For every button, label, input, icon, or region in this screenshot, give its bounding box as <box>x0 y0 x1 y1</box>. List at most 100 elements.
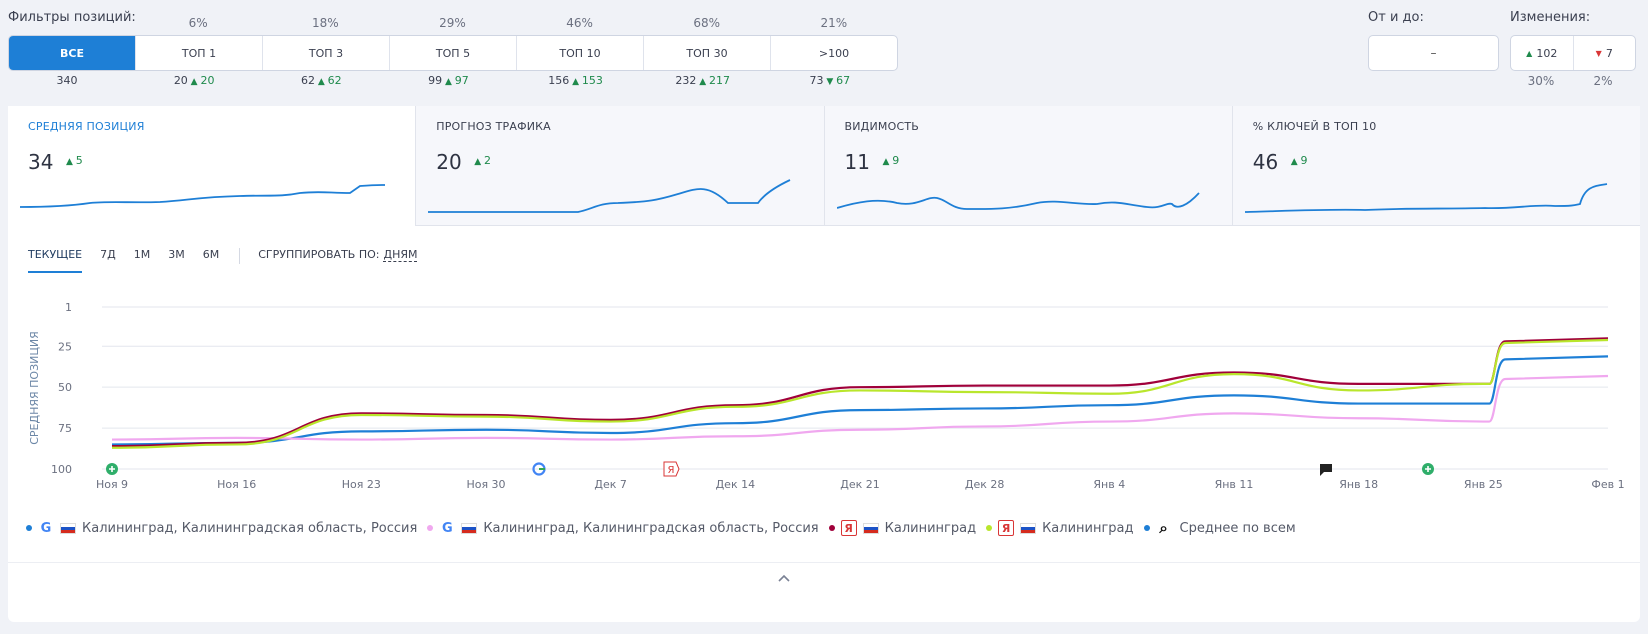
legend-dot <box>1143 525 1150 531</box>
google-icon: G <box>40 520 52 536</box>
kpi-value: 34 <box>28 150 54 174</box>
kpi-delta: ▲ 9 <box>1291 154 1308 167</box>
filter-count: 73 ▼ 67 <box>767 74 893 87</box>
filter-count: 20 ▲ 20 <box>131 74 257 87</box>
plus-marker-icon[interactable] <box>106 463 118 475</box>
filter-percent: 46% <box>566 16 593 30</box>
russia-flag-icon <box>461 522 478 534</box>
sparkline-path <box>836 192 1200 210</box>
changes-down-button[interactable]: ▼ 7 <box>1572 36 1636 70</box>
kpi-title: ВИДИМОСТЬ <box>844 120 919 133</box>
kpi-value: 46 <box>1252 150 1279 174</box>
filter-segment-5[interactable]: ТОП 30 <box>643 36 770 70</box>
filter-segment-4[interactable]: ТОП 10 <box>516 36 643 70</box>
series-line-yandex-mobile[interactable] <box>111 338 1609 449</box>
series-line-yandex[interactable] <box>111 337 1609 448</box>
legend-item-google-mobile[interactable]: G Калининград, Калининградская область, Р… <box>427 520 819 536</box>
series-line-google[interactable] <box>111 355 1609 446</box>
yandex-mobile-icon: Я <box>998 520 1015 536</box>
legend-dot <box>828 525 835 531</box>
x-tick-label: Фев 1 <box>1591 478 1624 491</box>
yandex-marker-icon[interactable]: Я <box>663 461 680 477</box>
groupby-selector[interactable]: СГРУППИРОВАТЬ ПО: ДНЯМ <box>258 248 418 262</box>
changes-up-button[interactable]: ▲ 102 <box>1511 36 1573 70</box>
filter-segment-1[interactable]: ТОП 1 <box>135 36 262 70</box>
filter-segment-0[interactable]: ВСЕ <box>9 36 135 70</box>
legend-label: Калининград <box>1042 520 1134 536</box>
changes-title: Изменения: <box>1510 10 1591 25</box>
yandex-icon: Я <box>840 520 857 536</box>
filter-segment-3[interactable]: ТОП 5 <box>389 36 516 70</box>
plus-marker-icon[interactable] <box>1422 463 1434 475</box>
kpi-card-3[interactable]: % КЛЮЧЕЙ В ТОП 10 46 ▲ 9 <box>1231 106 1640 226</box>
filter-count: 232 ▲ 217 <box>640 74 766 87</box>
y-tick-label: 50 <box>58 381 72 394</box>
legend-item-yandex-mobile[interactable]: Я Калининград <box>986 520 1134 536</box>
x-tick-label: Дек 14 <box>716 478 756 491</box>
legend-dot <box>427 525 434 531</box>
kpi-card-2[interactable]: ВИДИМОСТЬ 11 ▲ 9 <box>823 106 1232 226</box>
y-tick-label: 25 <box>58 340 72 353</box>
filter-percent: 6% <box>188 16 208 30</box>
arrow-up-icon: ▲ <box>1526 48 1533 58</box>
groupby-value[interactable]: ДНЯМ <box>383 248 418 262</box>
filter-percent: 29% <box>439 16 466 30</box>
filter-count-delta: 97 <box>454 74 469 87</box>
chevron-up-icon[interactable] <box>774 568 794 588</box>
position-line-chart: СРЕДНЯЯ ПОЗИЦИЯ 1 25 50 75 100 Ноя 9 Ноя 16 Ноя … <box>28 301 1625 491</box>
legend-item-yandex[interactable]: Я Калининград <box>828 520 977 536</box>
legend-label: Калининград, Калининградская область, Ро… <box>483 520 819 536</box>
period-tabs: ТЕКУЩЕЕ 7Д 1М 3М 6М СГРУППИРОВАТЬ ПО: ДНЯМ <box>28 248 418 276</box>
filter-count-total: 73 <box>809 74 824 87</box>
x-tick-label: Ноя 23 <box>342 478 381 491</box>
x-tick-label: Янв 18 <box>1339 478 1378 491</box>
legend-label: Калининград <box>884 520 977 536</box>
arrow-down-icon: ▼ <box>823 77 837 87</box>
changes-up-value: 102 <box>1536 46 1558 60</box>
kpi-card-1[interactable]: ПРОГНОЗ ТРАФИКА 20 ▲ 2 <box>415 106 824 226</box>
tab-1М[interactable]: 1М <box>133 248 151 261</box>
comment-marker-icon[interactable] <box>1320 464 1332 476</box>
x-tick-label: Янв 11 <box>1215 478 1254 491</box>
russia-flag-icon <box>1020 522 1037 534</box>
x-tick-label: Янв 4 <box>1093 478 1125 491</box>
kpi-value: 11 <box>844 150 870 174</box>
x-tick-label: Ноя 16 <box>217 478 256 491</box>
x-tick-label: Ноя 9 <box>96 478 128 491</box>
changes-down-percent: 2% <box>1593 74 1613 88</box>
tab-separator <box>239 248 241 264</box>
sparkline-path <box>428 179 791 213</box>
filter-count-delta: 62 <box>327 74 342 87</box>
kpi-delta-value: 9 <box>1300 154 1308 167</box>
changes-up-percent: 30% <box>1527 74 1555 88</box>
arrow-up-icon: ▲ <box>442 77 455 87</box>
x-tick-label: Дек 7 <box>594 478 627 491</box>
x-tick-label: Дек 28 <box>965 478 1005 491</box>
legend-label: Среднее по всем <box>1179 520 1296 536</box>
arrow-up-icon: ▲ <box>882 157 893 167</box>
series-line-google-mobile[interactable] <box>111 374 1609 441</box>
x-tick-label: Ноя 30 <box>466 478 505 491</box>
filter-percent: 21% <box>820 16 848 30</box>
kpi-delta: ▲ 9 <box>883 154 900 167</box>
kpi-title: СРЕДНЯЯ ПОЗИЦИЯ <box>28 120 145 133</box>
kpi-title: % КЛЮЧЕЙ В ТОП 10 <box>1252 120 1377 133</box>
legend-item-search[interactable]: ⌕ Среднее по всем <box>1143 519 1296 537</box>
google-marker-icon[interactable] <box>532 462 546 476</box>
tab-6М[interactable]: 6М <box>202 248 220 261</box>
arrow-down-icon: ▼ <box>1595 48 1602 58</box>
filter-segment-2[interactable]: ТОП 3 <box>262 36 389 70</box>
filter-count-total: 62 <box>300 74 315 87</box>
sparkline-path <box>20 184 386 208</box>
legend-item-google[interactable]: G Калининград, Калининградская область, Р… <box>26 520 417 536</box>
kpi-sparkline <box>428 179 791 213</box>
tab-ТЕКУЩЕЕ[interactable]: ТЕКУЩЕЕ <box>28 248 83 273</box>
filter-segment-6[interactable]: >100 <box>770 36 897 70</box>
tab-7Д[interactable]: 7Д <box>100 248 116 261</box>
filter-count-total: 340 <box>56 74 78 87</box>
metrics-panel: СРЕДНЯЯ ПОЗИЦИЯ 34 ▲ 5 ПРОГНОЗ ТРАФИКА 20 ▲ 2… <box>8 106 1640 622</box>
kpi-card-0[interactable]: СРЕДНЯЯ ПОЗИЦИЯ 34 ▲ 5 <box>8 106 416 226</box>
tab-3М[interactable]: 3М <box>168 248 185 261</box>
range-input[interactable]: – <box>1368 35 1499 71</box>
y-axis-label: СРЕДНЯЯ ПОЗИЦИЯ <box>28 331 41 445</box>
